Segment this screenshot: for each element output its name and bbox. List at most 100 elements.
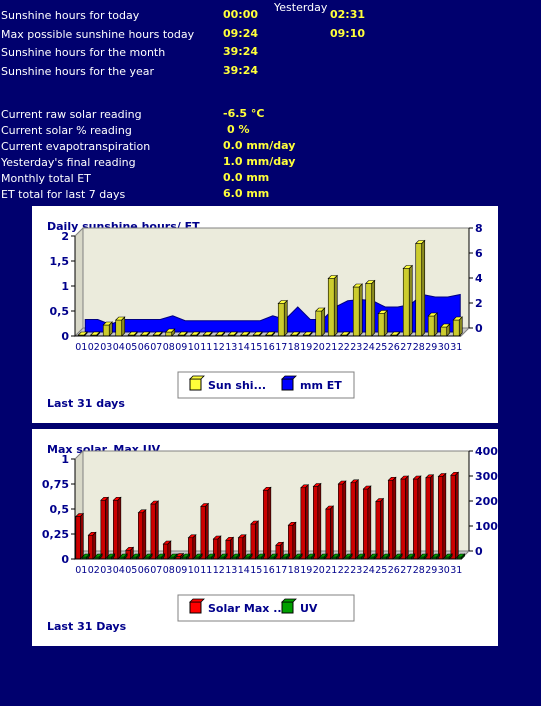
stat-label-sunshine-year: Sunshine hours for the year	[1, 65, 155, 78]
stat-value-sunshine-year: 39:24	[223, 64, 259, 77]
y-left-tick-label: 0,75	[42, 478, 69, 491]
x-tick-label: 19	[300, 565, 312, 576]
x-tick-label: 19	[300, 342, 312, 353]
bar-side	[286, 553, 290, 560]
x-tick-label: 30	[438, 565, 450, 576]
chart-left-wall	[74, 226, 84, 338]
bar-side	[211, 553, 215, 560]
bar-side	[267, 486, 272, 560]
reading-label-monthly-et: Monthly total ET	[1, 172, 91, 185]
bar	[150, 503, 156, 560]
bar-side	[367, 485, 372, 560]
bar-side	[430, 474, 434, 560]
bar-side	[411, 553, 415, 560]
x-tick-label: 03	[100, 342, 112, 353]
bar-side	[142, 509, 147, 560]
bar-side	[342, 480, 347, 560]
legend-label: Solar Max ...	[208, 602, 286, 615]
bar	[338, 483, 344, 560]
y-left-tick-label: 1	[61, 453, 69, 466]
y-right-tick-label: 100	[475, 520, 498, 533]
legend-box	[177, 371, 355, 399]
bar	[438, 476, 444, 560]
bar-side	[192, 534, 197, 560]
bar	[452, 319, 460, 337]
y-left-tick-label: 0,25	[42, 528, 69, 541]
bar-side	[148, 553, 153, 560]
x-tick-label: 20	[313, 342, 325, 353]
stat-yesterday-max-possible: 09:10	[330, 27, 366, 40]
sunshine-et-chart-panel: Daily sunshine hours/ ET 0 0,5 1 1,5 2 0 2 4 6 8 01…	[32, 206, 498, 423]
x-tick-label: 30	[438, 342, 450, 353]
legend-swatch	[281, 378, 294, 391]
bar	[115, 319, 123, 337]
legend-label: Sun shi...	[208, 379, 266, 392]
bar-side	[108, 321, 113, 337]
reading-label-solar-pct: Current solar % reading	[1, 124, 132, 137]
bar-side	[373, 553, 378, 560]
chart-footer: Last 31 Days	[47, 620, 127, 633]
bar-side	[433, 312, 438, 337]
legend-box	[177, 594, 355, 622]
bar-side	[446, 323, 451, 337]
chart-footer: Last 31 days	[47, 397, 125, 410]
bar-side	[230, 536, 234, 560]
stat-label-sunshine-month: Sunshine hours for the month	[1, 46, 166, 59]
bar-side	[423, 553, 428, 560]
legend-swatch-top	[281, 375, 297, 380]
x-tick-label: 04	[113, 565, 125, 576]
reading-value-et-7days: 6.0 mm	[223, 187, 270, 200]
y-left-tick-label: 1	[61, 280, 69, 293]
x-tick-label: 10	[188, 342, 200, 353]
bar	[450, 474, 456, 560]
legend-swatch	[189, 378, 202, 391]
bar-side	[121, 316, 126, 337]
x-tick-label: 23	[350, 342, 362, 353]
y-right-tick-label: 8	[475, 222, 483, 235]
x-tick-label: 02	[88, 342, 100, 353]
bar	[413, 478, 419, 560]
bar-side	[330, 505, 334, 560]
bar-side	[248, 553, 253, 560]
bar-side	[323, 553, 328, 560]
legend-label: mm ET	[300, 379, 342, 392]
x-tick-label: 05	[125, 342, 137, 353]
bar-side	[242, 534, 247, 560]
y-right-tick-label: 400	[475, 445, 498, 458]
x-tick-label: 25	[375, 565, 387, 576]
bar-side	[205, 502, 209, 560]
x-tick-label: 28	[413, 565, 425, 576]
y-right-tick-label: 4	[475, 272, 483, 285]
x-tick-label: 04	[113, 342, 125, 353]
bar-side	[273, 553, 278, 560]
bar-side	[380, 497, 384, 560]
bar	[315, 310, 323, 337]
bar	[415, 243, 423, 337]
y-left-tick-label: 2	[61, 230, 69, 243]
bar-side	[336, 553, 340, 560]
bar	[113, 499, 119, 560]
bar-side	[123, 553, 128, 560]
y-left-tick-label: 0,5	[50, 503, 70, 516]
x-tick-label: 11	[200, 342, 212, 353]
y-right-tick-label: 300	[475, 470, 498, 483]
bar-side	[292, 521, 297, 560]
bar	[350, 482, 356, 560]
bar-side	[361, 553, 365, 560]
reading-value-solar-pct: 0 %	[227, 123, 250, 136]
bar-side	[173, 553, 178, 560]
x-tick-label: 31	[450, 342, 462, 353]
reading-value-monthly-et: 0.0 mm	[223, 171, 270, 184]
y-right-tick-label: 0	[475, 545, 483, 558]
y-right-tick-label: 2	[475, 297, 483, 310]
bar	[100, 499, 106, 560]
bar-side	[223, 553, 228, 560]
bar-side	[298, 553, 303, 560]
sunshine-et-chart: Daily sunshine hours/ ET00,511,520246801…	[47, 220, 483, 410]
bar	[400, 478, 406, 560]
bar	[327, 278, 335, 337]
x-tick-label: 09	[175, 342, 187, 353]
x-tick-label: 27	[400, 342, 412, 353]
bar-side	[392, 476, 397, 560]
bar-side	[80, 512, 84, 560]
